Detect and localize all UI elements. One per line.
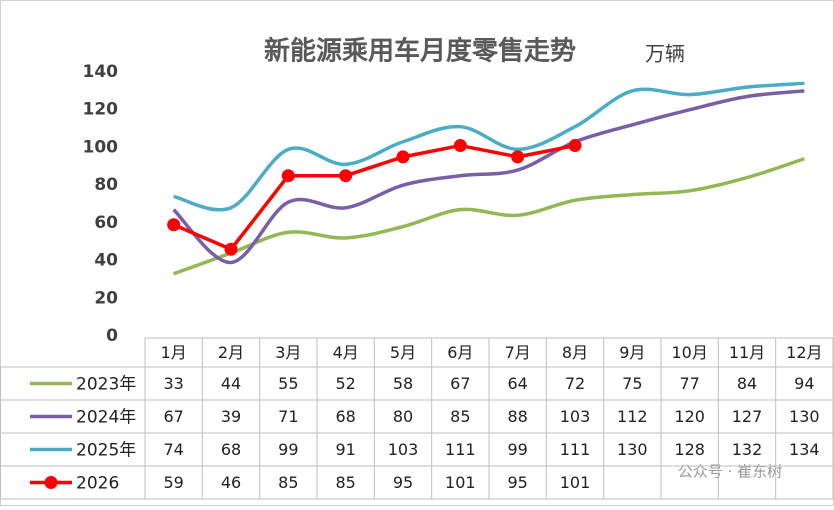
table-value: 67 [163,407,183,426]
chart-title: 新能源乘用车月度零售走势 [264,36,576,67]
chart-subtitle: 万辆 [645,42,685,66]
table-value: 95 [507,473,527,492]
table-value: 84 [737,374,757,393]
legend-label: 2025年 [76,441,136,461]
table-value: 101 [445,473,476,492]
table-value: 64 [507,374,527,393]
legend-label: 2023年 [76,375,136,395]
table-value: 95 [393,473,413,492]
table-value: 120 [674,407,705,426]
table-value: 55 [278,374,298,393]
table-value: 33 [163,374,183,393]
table-value: 103 [388,440,419,459]
table-value: 134 [789,440,820,459]
point-marker [224,242,238,256]
x-tick-label: 1月 [161,343,187,362]
table-value: 68 [335,407,355,426]
table-value: 67 [450,374,470,393]
point-marker [511,150,525,164]
x-tick-label: 10月 [671,343,707,362]
x-tick-label: 7月 [505,343,531,362]
table-value: 112 [617,407,648,426]
x-tick-label: 2月 [218,343,244,362]
point-marker [396,150,410,164]
point-marker [453,139,467,153]
table-value: 111 [445,440,476,459]
y-tick-label: 40 [94,251,118,271]
x-tick-label: 11月 [729,343,765,362]
table-value: 130 [789,407,820,426]
y-tick-label: 20 [94,288,118,308]
table-value: 103 [560,407,591,426]
table-value: 74 [163,440,183,459]
table-value: 128 [674,440,705,459]
point-marker [167,218,181,232]
table-value: 39 [221,407,241,426]
table-value: 101 [560,473,591,492]
legend-label: 2026 [76,474,119,494]
y-tick-label: 60 [94,213,118,233]
x-tick-label: 8月 [562,343,588,362]
table-value: 94 [794,374,814,393]
table-value: 99 [507,440,527,459]
legend-marker [44,476,58,489]
y-tick-label: 120 [83,100,119,120]
table-value: 80 [393,407,413,426]
table-value: 85 [335,473,355,492]
x-tick-label: 12月 [786,343,822,362]
x-tick-label: 3月 [275,343,301,362]
table-value: 132 [732,440,763,459]
table-value: 75 [622,374,642,393]
table-value: 130 [617,440,648,459]
table-value: 99 [278,440,298,459]
table-value: 91 [335,440,355,459]
point-marker [281,169,295,183]
y-tick-label: 0 [106,326,118,346]
y-tick-label: 140 [83,62,119,82]
series-line [173,157,805,276]
x-tick-label: 6月 [447,343,473,362]
table-value: 85 [450,407,470,426]
x-tick-label: 4月 [333,343,359,362]
table-value: 77 [679,374,699,393]
series-line [172,143,576,252]
x-tick-label: 9月 [619,343,645,362]
watermark: 公众号 · 崔东树 [678,463,782,481]
table-value: 85 [278,473,298,492]
table-value: 71 [278,407,298,426]
series-line [172,89,805,265]
point-marker [339,169,353,183]
table-value: 68 [221,440,241,459]
table-value: 111 [560,440,591,459]
point-marker [568,139,582,153]
table-value: 88 [507,407,527,426]
legend-label: 2024年 [76,408,136,428]
table-value: 59 [163,473,183,492]
table-value: 52 [335,374,355,393]
y-tick-label: 80 [94,175,118,195]
series-line [173,81,805,212]
table-value: 58 [393,374,413,393]
table-value: 46 [221,473,241,492]
x-tick-label: 5月 [390,343,416,362]
y-tick-label: 100 [83,137,119,157]
table-value: 127 [732,407,763,426]
table-value: 72 [565,374,585,393]
table-value: 44 [221,374,241,393]
